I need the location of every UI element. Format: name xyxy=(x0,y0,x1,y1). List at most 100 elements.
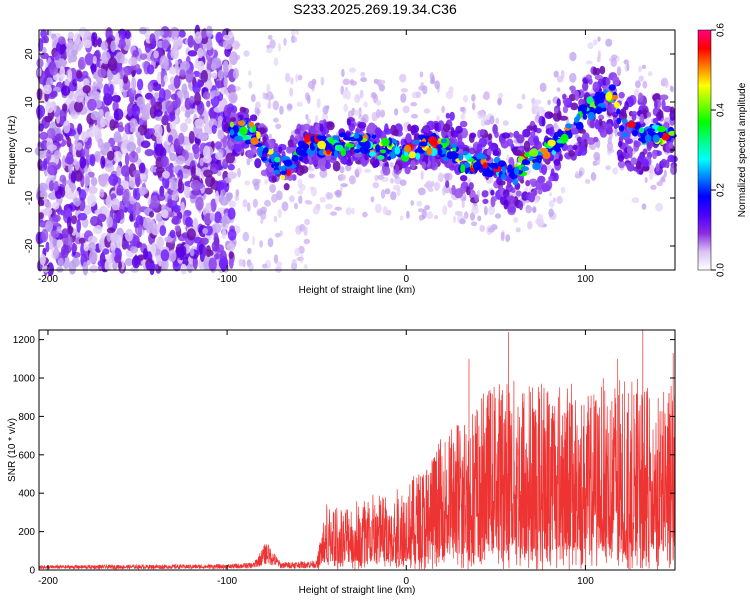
spectrogram-cell xyxy=(252,235,256,246)
spectrogram-cell xyxy=(175,155,186,165)
snr-y-tick-label: 0 xyxy=(29,566,35,577)
snr-y-tick-label: 1200 xyxy=(13,335,36,346)
spectrogram-cell xyxy=(641,64,646,69)
spectrogram-cell xyxy=(270,154,275,163)
spectrogram-cell xyxy=(319,196,326,203)
spectrogram-cell xyxy=(225,152,236,164)
spectrogram-cell xyxy=(626,121,636,128)
spectrogram-cell xyxy=(638,65,643,73)
spectrogram-cell xyxy=(626,63,630,72)
spectrogram-cell xyxy=(260,218,264,224)
spectrogram-cell xyxy=(228,200,237,208)
spectrogram-cell xyxy=(79,156,87,169)
spectrogram-cell xyxy=(523,140,531,152)
spectrogram-cell xyxy=(292,137,298,145)
spectrogram-cell xyxy=(150,96,156,107)
spectrogram-cell xyxy=(371,111,378,122)
spectrogram-cell xyxy=(637,137,646,142)
spectrogram-cell xyxy=(587,111,596,121)
spectrogram-cell xyxy=(458,186,467,194)
spectrogram-cell xyxy=(277,208,282,218)
spectrogram-cell xyxy=(154,143,165,157)
spectrogram-cell xyxy=(334,206,343,211)
spectrogram-cell xyxy=(342,90,346,99)
spectrogram-cell xyxy=(184,186,191,199)
spectrogram-cell xyxy=(77,123,83,135)
spectrogram-cell xyxy=(90,62,97,75)
spectrogram-cell xyxy=(479,129,485,136)
spectrogram-cell xyxy=(226,242,235,252)
spectrogram-cell xyxy=(521,159,529,165)
colorbar-tick-label: 0.6 xyxy=(716,23,727,37)
spectrogram-cell xyxy=(155,167,165,174)
spectrogram-cell xyxy=(256,107,260,117)
spectrogram-cell xyxy=(415,152,421,160)
spectrogram-cell xyxy=(43,35,49,44)
spectrogram-cell xyxy=(66,136,72,148)
spectrogram-cell xyxy=(220,87,228,95)
spectrogram-cell xyxy=(516,134,525,144)
spectrogram-cell xyxy=(339,174,347,181)
spectrogram-cell xyxy=(463,162,471,168)
spectrogram-cell xyxy=(60,244,69,258)
y-tick-label: -10 xyxy=(24,190,35,205)
spectrogram-cell xyxy=(346,143,355,148)
spectrogram-cell xyxy=(349,79,355,85)
spectrogram-cell xyxy=(167,134,173,143)
spectrogram-cell xyxy=(445,180,450,188)
spectrogram-cell xyxy=(500,231,505,242)
spectrogram-cell xyxy=(650,184,657,191)
spectrogram-cell xyxy=(660,158,667,168)
spectrogram-cell xyxy=(239,126,248,136)
spectrogram-cell xyxy=(512,149,522,156)
spectrogram-cell xyxy=(501,132,511,139)
spectrogram-cell xyxy=(553,70,559,78)
spectrogram-cell xyxy=(283,37,287,46)
spectrogram-cell xyxy=(217,115,223,128)
spectrogram-cell xyxy=(285,169,291,177)
spectrogram-cell xyxy=(153,109,163,117)
spectrogram-cell xyxy=(434,122,439,132)
spectrogram-cell xyxy=(585,74,593,80)
spectrogram-cell xyxy=(46,127,56,139)
spectrogram-cell xyxy=(569,51,577,62)
spectrogram-cell xyxy=(61,103,68,112)
spectrogram-cell xyxy=(582,114,588,120)
spectrogram-cell xyxy=(291,258,297,269)
spectrogram-cell xyxy=(180,122,188,133)
spectrogram-cell xyxy=(137,224,142,238)
spectrogram-cell xyxy=(200,70,208,83)
spectrogram-cell xyxy=(287,175,293,182)
spectrogram-cell xyxy=(268,133,272,140)
spectrogram-cell xyxy=(421,161,427,169)
spectrogram-cell xyxy=(670,164,678,175)
spectrogram-cell xyxy=(495,117,500,125)
spectrogram-cell xyxy=(71,183,76,191)
spectrogram-cell xyxy=(83,173,90,187)
spectrogram-cell xyxy=(74,88,85,103)
spectrogram-cell xyxy=(273,215,278,223)
spectrogram-cell xyxy=(605,77,611,86)
spectrogram-cell xyxy=(124,30,131,40)
spectrogram-cell xyxy=(74,161,80,171)
spectrogram-cell xyxy=(471,94,476,102)
spectrogram-cell xyxy=(74,197,81,207)
spectrogram-cell xyxy=(159,55,169,69)
spectrogram-cell xyxy=(487,227,495,233)
spectrogram-cell xyxy=(482,198,489,204)
spectrogram-cell xyxy=(76,142,83,151)
spectrogram-cell xyxy=(273,169,280,175)
spectrogram-cell xyxy=(618,140,623,148)
spectrogram-cell xyxy=(117,39,126,49)
spectrogram-cell xyxy=(238,258,244,267)
spectrogram-cell xyxy=(110,40,116,53)
spectrogram-cell xyxy=(375,144,381,153)
spectrogram-cell xyxy=(661,99,666,111)
spectrogram-cell xyxy=(487,133,493,141)
spectrogram-cell xyxy=(303,238,311,245)
spectrogram-cell xyxy=(94,150,101,163)
spectrogram-cell xyxy=(515,227,521,233)
spectrogram-cell xyxy=(669,85,673,92)
spectrogram-cell xyxy=(96,81,103,90)
spectrogram-cell xyxy=(548,208,554,217)
